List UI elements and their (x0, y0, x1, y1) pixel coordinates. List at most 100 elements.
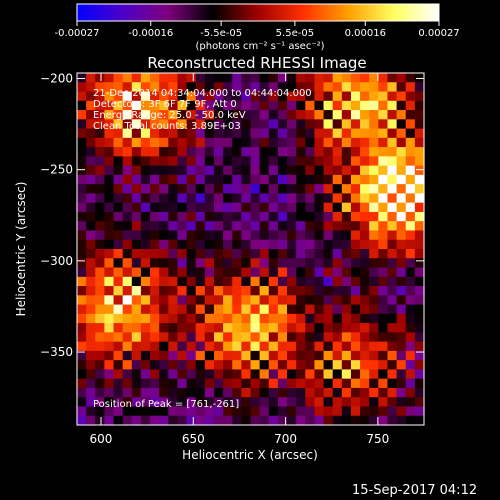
heatmap-cell (259, 341, 270, 352)
heatmap-cell (159, 128, 169, 139)
heatmap-cell (86, 415, 96, 426)
heatmap-cell (405, 295, 416, 306)
heatmap-cell (223, 267, 233, 278)
heatmap-cell (341, 100, 352, 111)
heatmap-cell (405, 184, 416, 195)
heatmap-cell (268, 193, 279, 204)
heatmap-cell (405, 304, 416, 315)
heatmap-cell (250, 276, 261, 287)
heatmap-cell (350, 174, 361, 185)
heatmap-cell (150, 100, 160, 111)
heatmap-cell (113, 128, 124, 139)
heatmap-cell (213, 202, 224, 213)
heatmap-cell (159, 239, 169, 250)
heatmap-cell (250, 221, 261, 232)
heatmap-cell (360, 397, 370, 408)
heatmap-cell (396, 267, 407, 278)
heatmap-cell (360, 323, 370, 333)
heatmap-cell (350, 221, 361, 232)
heatmap-cell (268, 230, 279, 241)
heatmap-cell (77, 221, 87, 232)
heatmap-cell (213, 360, 224, 371)
heatmap-cell (77, 128, 87, 139)
heatmap-cell (277, 313, 288, 324)
heatmap-cell (95, 406, 105, 417)
heatmap-cell (77, 230, 87, 241)
heatmap-cell (277, 165, 288, 176)
colorbar-unit-label: (photons cm⁻² s⁻¹ asec⁻²) (195, 41, 324, 52)
heatmap-cell (369, 286, 379, 296)
heatmap-cell (405, 137, 416, 148)
heatmap-cell (131, 323, 142, 333)
heatmap-cell (341, 174, 352, 185)
heatmap-cell (177, 165, 188, 176)
heatmap-cell (177, 202, 188, 213)
heatmap-cell (131, 415, 142, 426)
heatmap-cell (341, 137, 352, 148)
heatmap-cell (232, 184, 242, 195)
heatmap-cell (332, 156, 343, 167)
heatmap-cell (177, 350, 188, 361)
heatmap-cell (296, 193, 306, 204)
heatmap-cell (168, 137, 179, 148)
heatmap-cell (296, 369, 306, 380)
heatmap-cell (277, 211, 288, 222)
heatmap-cell (259, 202, 270, 213)
heatmap-cell (414, 267, 425, 278)
heatmap-cell (414, 415, 425, 426)
heatmap-cell (268, 137, 279, 148)
heatmap-cell (95, 239, 105, 250)
heatmap-cell (387, 332, 398, 343)
heatmap-cell (113, 73, 124, 83)
heatmap-cell (122, 165, 133, 176)
heatmap-cell (204, 267, 215, 278)
heatmap-cell (140, 239, 151, 250)
heatmap-cell (387, 119, 398, 130)
heatmap-cell (350, 295, 361, 306)
heatmap-cell (195, 239, 206, 250)
heatmap-cell (168, 313, 179, 324)
heatmap-cell (369, 350, 379, 361)
heatmap-cell (241, 258, 252, 269)
heatmap-cell (159, 267, 169, 278)
heatmap-cell (186, 193, 197, 204)
heatmap-cell (360, 295, 370, 306)
heatmap-cell (341, 239, 352, 250)
heatmap-cell (241, 82, 252, 93)
heatmap-cell (268, 313, 279, 324)
heatmap-cell (414, 304, 425, 315)
heatmap-cell (296, 239, 306, 250)
heatmap-cell (241, 165, 252, 176)
heatmap-cell (150, 369, 160, 380)
heatmap-cell (213, 91, 224, 102)
heatmap-cell (396, 211, 407, 222)
heatmap-cell (332, 286, 343, 296)
heatmap-cell (159, 397, 169, 408)
heatmap-cell (159, 350, 169, 361)
heatmap-cell (414, 369, 425, 380)
heatmap-cell (95, 128, 105, 139)
heatmap-cell (113, 415, 124, 426)
heatmap-cell (332, 313, 343, 324)
heatmap-cell (259, 276, 270, 287)
heatmap-cell (77, 119, 87, 130)
heatmap-cell (122, 119, 133, 130)
heatmap-cell (122, 415, 133, 426)
heatmap-cell (232, 313, 242, 324)
heatmap-cell (287, 156, 297, 167)
heatmap-cell (350, 100, 361, 111)
heatmap-cell (131, 341, 142, 352)
heatmap-cell (332, 323, 343, 333)
heatmap-cell (259, 239, 270, 250)
x-axis-label: Heliocentric X (arcsec) (182, 448, 318, 462)
heatmap-cell (341, 258, 352, 269)
heatmap-cell (360, 286, 370, 296)
heatmap-cell (204, 350, 215, 361)
heatmap-cell (232, 110, 242, 120)
heatmap-cell (259, 174, 270, 185)
heatmap-cell (323, 313, 334, 324)
heatmap-cell (350, 202, 361, 213)
heatmap-cell (250, 341, 261, 352)
heatmap-cell (86, 193, 96, 204)
heatmap-cell (223, 202, 233, 213)
